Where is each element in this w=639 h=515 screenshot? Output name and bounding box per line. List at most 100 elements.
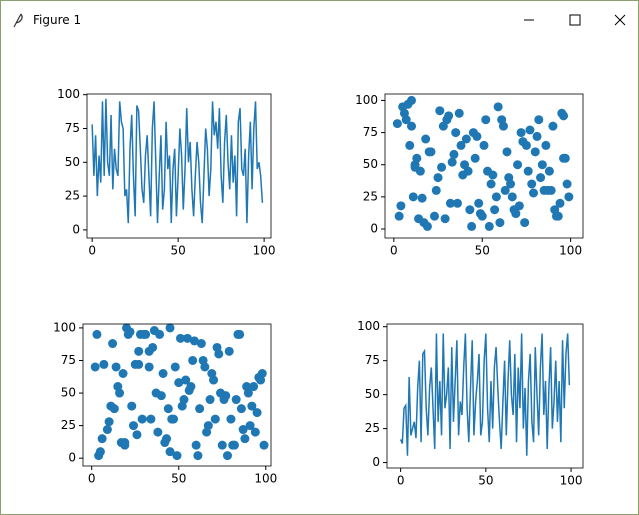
- scatter-point: [422, 221, 432, 231]
- scatter-point: [559, 111, 569, 121]
- scatter-point: [525, 125, 535, 135]
- scatter-point: [491, 192, 501, 202]
- scatter-point: [479, 140, 489, 150]
- scatter-point: [128, 421, 138, 431]
- scatter-point: [518, 137, 528, 147]
- scatter-point: [414, 214, 424, 224]
- scatter-point: [106, 401, 116, 411]
- scatter-point: [148, 342, 158, 352]
- scatter-point: [104, 417, 114, 427]
- scatter-point: [188, 355, 198, 365]
- scatter-point: [396, 201, 406, 211]
- scatter-point: [127, 401, 137, 411]
- x-tick-label: 50: [475, 244, 490, 258]
- scatter-point: [437, 162, 447, 172]
- scatter-point: [193, 451, 203, 461]
- scatter-point: [257, 369, 267, 379]
- scatter-point: [219, 395, 229, 405]
- x-tick-label: 0: [88, 244, 96, 258]
- y-tick-label: 75: [365, 353, 380, 367]
- scatter-point: [123, 329, 133, 339]
- x-tick-label: 50: [171, 472, 186, 486]
- scatter-point: [242, 382, 252, 392]
- scatter-point: [421, 134, 431, 144]
- scatter-point: [472, 131, 482, 141]
- scatter-point: [92, 329, 102, 339]
- scatter-point: [184, 385, 194, 395]
- scatter-point: [394, 211, 404, 221]
- scatter-point: [202, 427, 212, 437]
- y-tick-label: 50: [363, 157, 378, 171]
- scatter-point: [433, 173, 443, 183]
- scatter-point: [458, 170, 468, 180]
- y-tick-label: 50: [65, 155, 80, 169]
- scatter-point: [95, 447, 105, 457]
- scatter-point: [454, 108, 464, 118]
- scatter-point: [231, 395, 241, 405]
- figure: 0 50 100 0 25 50 75 100 0 50 100 0 25 50 75 100 0 50 100 0 2…: [53, 87, 584, 488]
- scatter-point: [247, 401, 257, 411]
- y-tick-label: 50: [61, 386, 76, 400]
- window-controls[interactable]: [518, 10, 638, 30]
- axes-frame: [82, 323, 272, 467]
- scatter-point: [113, 382, 123, 392]
- scatter-point: [544, 166, 554, 176]
- scatter-point: [534, 115, 544, 125]
- y-tick-label: 100: [57, 87, 80, 101]
- x-tick-label: 100: [560, 474, 583, 488]
- scatter-point: [245, 421, 255, 431]
- scatter-point: [228, 440, 238, 450]
- scatter-point: [500, 185, 510, 195]
- y-tick-label: 0: [372, 455, 380, 469]
- scatter-point: [506, 179, 516, 189]
- scatter-point: [407, 121, 417, 131]
- scatter-point: [430, 211, 439, 221]
- scatter-point: [495, 218, 505, 228]
- scatter-point: [511, 209, 521, 219]
- scatter-point: [99, 359, 109, 369]
- y-tick-label: 25: [65, 189, 80, 203]
- scatter-point: [146, 414, 156, 424]
- x-tick-label: 0: [397, 474, 405, 488]
- scatter-point: [465, 205, 475, 215]
- scatter-point: [179, 395, 189, 405]
- close-button[interactable]: [614, 14, 626, 26]
- x-tick-label: 100: [254, 472, 277, 486]
- scatter-point: [191, 440, 201, 450]
- scatter-point: [233, 329, 243, 339]
- scatter-point: [165, 447, 175, 457]
- scatter-point: [530, 147, 540, 157]
- scatter-point: [108, 339, 118, 349]
- scatter-point: [555, 198, 565, 208]
- scatter-point: [259, 440, 269, 450]
- scatter-point: [175, 333, 185, 343]
- y-tick-label: 75: [61, 353, 76, 367]
- scatter-point: [417, 193, 427, 203]
- scatter-point: [527, 179, 537, 189]
- scatter-point: [456, 140, 466, 150]
- scatter-point: [447, 157, 457, 167]
- scatter-point: [141, 329, 151, 339]
- scatter-point: [488, 170, 498, 180]
- y-tick-label: 0: [68, 451, 76, 465]
- scatter-point: [502, 147, 512, 157]
- scatter-point: [102, 425, 112, 435]
- scatter-point: [165, 323, 175, 333]
- maximize-button[interactable]: [569, 14, 581, 26]
- scatter-point: [170, 362, 180, 372]
- x-tick-label: 100: [253, 244, 276, 258]
- scatter-point: [486, 179, 496, 189]
- scatter-point: [198, 355, 208, 365]
- x-tick-label: 100: [559, 244, 582, 258]
- y-tick-label: 100: [355, 93, 378, 107]
- scatter-point: [214, 349, 224, 359]
- scatter-point: [182, 333, 192, 343]
- scatter-point: [507, 192, 517, 202]
- scatter-point: [238, 425, 248, 435]
- scatter-point: [118, 369, 128, 379]
- scatter-point: [474, 198, 484, 208]
- scatter-point: [559, 153, 569, 163]
- scatter-point: [520, 218, 530, 228]
- data-line: [91, 98, 264, 224]
- scatter-point: [407, 95, 417, 105]
